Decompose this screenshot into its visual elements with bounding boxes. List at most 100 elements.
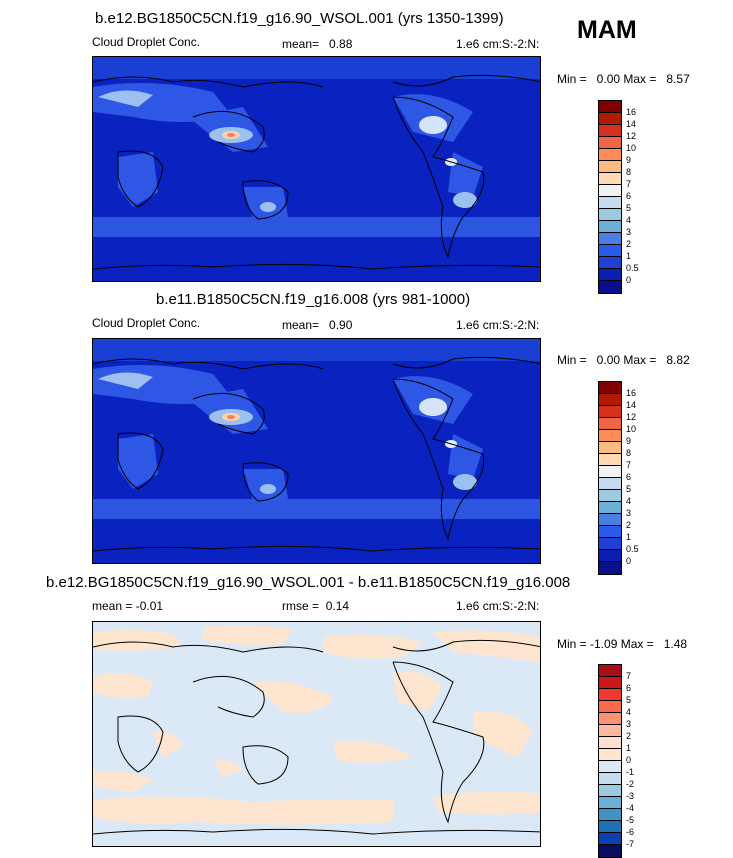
colorbar-swatch — [599, 173, 621, 185]
colorbar-label: 3 — [626, 508, 632, 518]
panel-2-colorbar-labels: 16 14 12 10 9 8 7 6 5 4 3 2 1 0.5 0 — [626, 388, 639, 573]
panel-2-map — [92, 338, 541, 564]
panel-3-rmse-label: rmse = 0.14 — [282, 599, 350, 613]
panel-3-minmax: Min = -1.09 Max = 1.48 — [557, 637, 688, 651]
colorbar-swatch — [599, 502, 621, 514]
colorbar-label: 6 — [626, 191, 632, 201]
panel-1-mean-value: 0.88 — [329, 37, 353, 51]
panel-1-colorbar-labels: 16 14 12 10 9 8 7 6 5 4 3 2 1 0.5 0 — [626, 107, 639, 292]
colorbar-swatch — [599, 113, 621, 125]
panel-1-mean-label: mean= 0.88 — [282, 37, 353, 51]
colorbar-label: 5 — [626, 484, 632, 494]
colorbar-swatch — [599, 773, 621, 785]
colorbar-swatch — [599, 430, 621, 442]
colorbar-swatch — [599, 713, 621, 725]
colorbar-label: 1 — [626, 251, 632, 261]
colorbar-label: 16 — [626, 388, 637, 398]
panel-2-title: b.e11.B1850C5CN.f19_g16.008 (yrs 981-100… — [156, 291, 471, 308]
colorbar-swatch — [599, 665, 621, 677]
colorbar-swatch — [599, 454, 621, 466]
colorbar-label: 0 — [626, 755, 632, 765]
colorbar-swatch — [599, 418, 621, 430]
colorbar-label: 10 — [626, 424, 637, 434]
season-label: MAM — [577, 16, 637, 44]
colorbar-swatch — [599, 538, 621, 550]
colorbar-label: -7 — [626, 839, 635, 849]
colorbar-label: 1 — [626, 743, 632, 753]
colorbar-swatch — [599, 677, 621, 689]
colorbar-label: -3 — [626, 791, 635, 801]
colorbar-swatch — [599, 245, 621, 257]
colorbar-label: 2 — [626, 731, 632, 741]
colorbar-swatch — [599, 562, 621, 574]
colorbar-swatch — [599, 442, 621, 454]
colorbar-swatch — [599, 209, 621, 221]
colorbar-label: 12 — [626, 412, 637, 422]
panel-3-colorbar-labels: 7 6 5 4 3 2 1 0 -1 -2 -3 -4 -5 -6 -7 — [626, 671, 635, 856]
colorbar-swatch — [599, 550, 621, 562]
panel-1-colorbar — [598, 100, 622, 294]
colorbar-swatch — [599, 161, 621, 173]
colorbar-swatch — [599, 749, 621, 761]
colorbar-label: 7 — [626, 460, 632, 470]
panel-1-units: 1.e6 cm:S:-2:N: — [456, 37, 540, 51]
colorbar-label: 7 — [626, 179, 632, 189]
panel-2-variable-label: Cloud Droplet Conc. — [92, 316, 201, 330]
colorbar-swatch — [599, 761, 621, 773]
colorbar-label: 8 — [626, 448, 632, 458]
colorbar-swatch — [599, 785, 621, 797]
colorbar-label: 10 — [626, 143, 637, 153]
colorbar-swatch — [599, 382, 621, 394]
colorbar-swatch — [599, 725, 621, 737]
colorbar-swatch — [599, 221, 621, 233]
colorbar-label: 9 — [626, 155, 632, 165]
colorbar-swatch — [599, 821, 621, 833]
colorbar-label: 2 — [626, 520, 632, 530]
colorbar-label: -6 — [626, 827, 635, 837]
colorbar-label: 2 — [626, 239, 632, 249]
colorbar-label: -5 — [626, 815, 635, 825]
colorbar-label: 7 — [626, 671, 632, 681]
panel-1-minmax: Min = 0.00 Max = 8.57 — [557, 72, 690, 86]
colorbar-label: 0 — [626, 275, 632, 285]
colorbar-label: 12 — [626, 131, 637, 141]
colorbar-swatch — [599, 149, 621, 161]
colorbar-label: 16 — [626, 107, 637, 117]
colorbar-label: 5 — [626, 203, 632, 213]
colorbar-swatch — [599, 137, 621, 149]
colorbar-label: 0.5 — [626, 544, 639, 554]
panel-2-mean-value: 0.90 — [329, 318, 353, 332]
colorbar-label: 6 — [626, 683, 632, 693]
colorbar-label: 3 — [626, 719, 632, 729]
colorbar-label: 0 — [626, 556, 632, 566]
colorbar-label: 4 — [626, 707, 632, 717]
colorbar-swatch — [599, 281, 621, 293]
colorbar-label: -2 — [626, 779, 635, 789]
colorbar-swatch — [599, 185, 621, 197]
panel-1-variable-label: Cloud Droplet Conc. — [92, 35, 201, 49]
panel-2-units: 1.e6 cm:S:-2:N: — [456, 318, 540, 332]
panel-3-colorbar — [598, 664, 622, 858]
colorbar-swatch — [599, 394, 621, 406]
colorbar-label: 9 — [626, 436, 632, 446]
panel-3-rmse-value: 0.14 — [325, 599, 350, 613]
colorbar-label: 14 — [626, 400, 637, 410]
panel-2-mean-label: mean= 0.90 — [282, 318, 353, 332]
colorbar-swatch — [599, 737, 621, 749]
colorbar-swatch — [599, 797, 621, 809]
colorbar-swatch — [599, 526, 621, 538]
colorbar-swatch — [599, 845, 621, 857]
colorbar-swatch — [599, 809, 621, 821]
panel-2-minmax: Min = 0.00 Max = 8.82 — [557, 353, 690, 367]
colorbar-swatch — [599, 833, 621, 845]
colorbar-label: 14 — [626, 119, 637, 129]
colorbar-swatch — [599, 701, 621, 713]
panel-3-map — [92, 621, 541, 847]
colorbar-label: 8 — [626, 167, 632, 177]
colorbar-label: 5 — [626, 695, 632, 705]
colorbar-swatch — [599, 466, 621, 478]
colorbar-swatch — [599, 101, 621, 113]
colorbar-swatch — [599, 197, 621, 209]
panel-1-title: b.e12.BG1850C5CN.f19_g16.90_WSOL.001 (yr… — [95, 10, 504, 27]
colorbar-swatch — [599, 514, 621, 526]
